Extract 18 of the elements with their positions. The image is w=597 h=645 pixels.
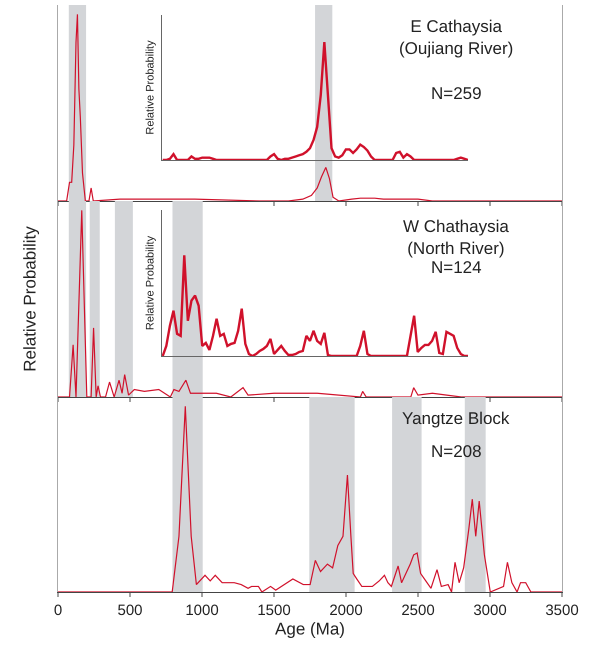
x-tick-label: 500 [117,602,143,619]
text: N=208 [431,442,482,461]
x-tick-label: 3000 [473,602,507,619]
y-axis-title: Relative Probability [20,226,40,372]
y-axis-title: Relative Probability [144,235,157,330]
x-tick-label: 2500 [401,602,435,619]
text: N=259 [431,84,482,103]
x-tick-label: 2000 [329,602,363,619]
x-tick-label: 3500 [545,602,579,619]
text: N=124 [431,258,482,277]
y-axis-title: Relative Probability [144,40,157,135]
text: E Cathaysia (Oujiang River) [399,17,514,58]
x-tick-label: 1000 [185,602,219,619]
x-tick-label: 0 [54,602,62,619]
chart-title: Yangtze Block [402,409,510,428]
text: W Chathaysia (North River) [403,217,510,258]
x-axis-title: Age (Ma) [275,619,345,638]
x-tick-label: 1500 [257,602,291,619]
